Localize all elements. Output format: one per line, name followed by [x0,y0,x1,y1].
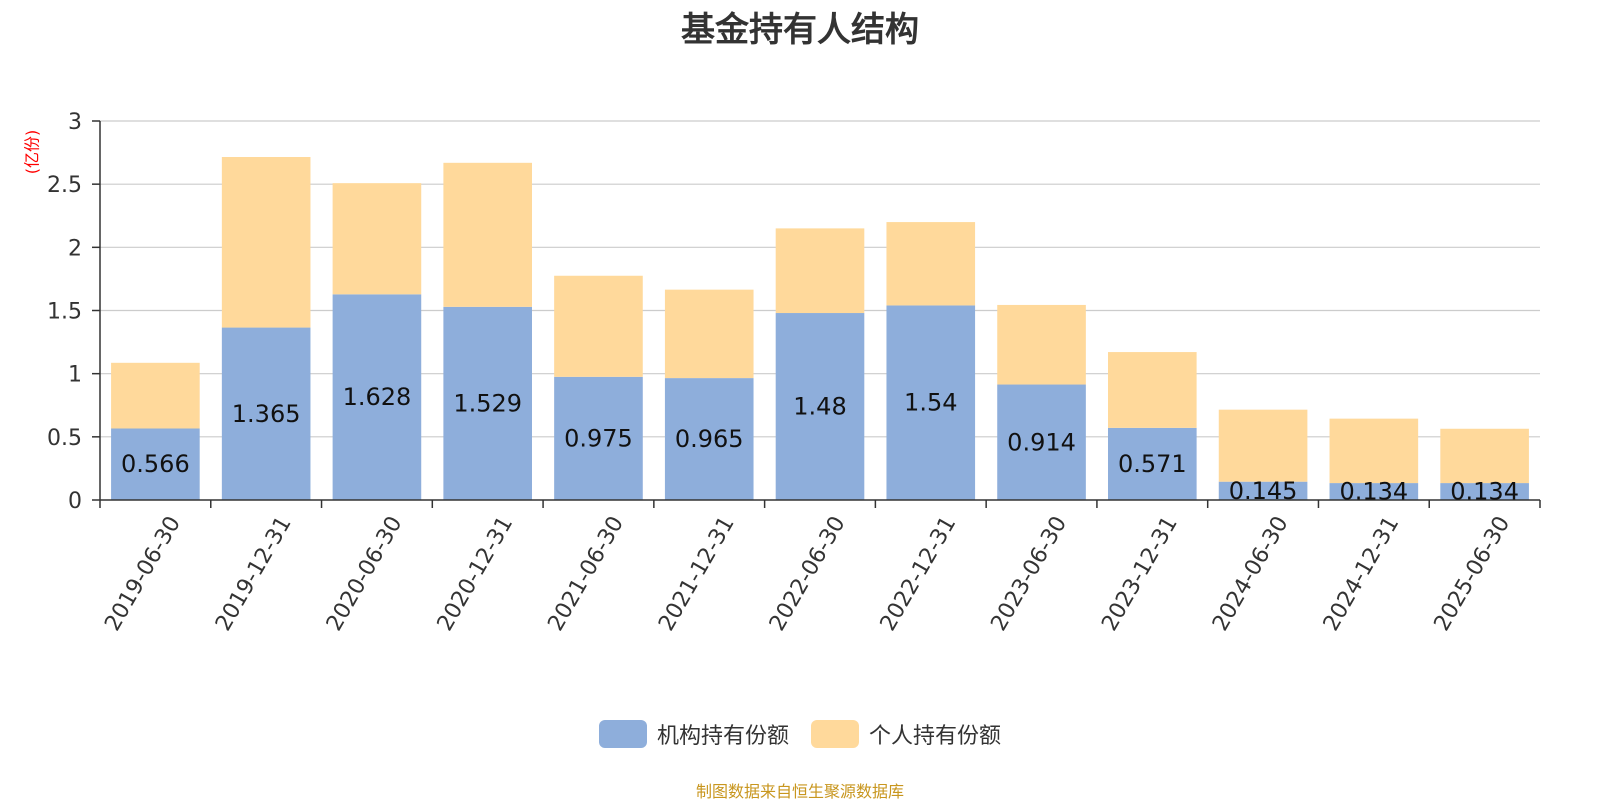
x-tick-label: 2025-06-30 [1430,512,1516,635]
legend-label-individual: 个人持有份额 [869,724,1002,749]
bar-individual [775,228,865,314]
bar-institutional [111,428,200,500]
bar-institutional [775,313,865,500]
bar-individual [886,222,976,306]
y-tick-label: 0 [68,489,82,514]
bar-individual [1218,409,1308,482]
x-tick-label: 2022-06-30 [765,512,851,635]
data-label: 0.134 [1339,478,1408,506]
bar-individual [221,157,311,328]
data-label: 0.975 [564,424,633,452]
y-tick-label: 2 [68,236,82,261]
bar-individual [664,289,754,379]
data-label: 1.54 [904,389,957,417]
legend-swatch-institutional [598,720,647,748]
x-tick-label: 2020-06-30 [322,512,408,635]
data-label: 0.566 [121,450,190,478]
x-tick-label: 2021-12-31 [654,512,740,635]
x-tick-label: 2024-06-30 [1208,512,1294,635]
bar-individual [1108,352,1197,428]
labels: 0.566 1.365 1.628 1.529 0.975 0.965 1.48 1.54 0.… [121,383,1519,505]
bar-institutional [664,378,754,500]
bar-individual [111,362,200,429]
stacked-bar-chart: 0 0.5 1 1.5 2 2.5 3 2019-06-30 2019-12-31 2020-06… [47,110,1541,635]
bar-institutional [1218,481,1308,500]
data-label: 0.965 [675,425,744,453]
bars [111,157,1529,500]
x-tick-label: 2022-12-31 [876,512,962,635]
bar-individual [997,304,1086,385]
y-tick-label: 0.5 [47,426,82,451]
x-tick-label: 2023-06-30 [986,512,1072,635]
y-tick-label: 1 [68,363,82,388]
legend-item-individual[interactable]: 个人持有份额 [811,718,1001,750]
data-label: 1.529 [453,389,522,417]
bar-individual [554,275,643,377]
bar-institutional [1440,483,1529,500]
legend-label-institutional: 机构持有份额 [656,724,789,749]
legend-swatch-individual [811,720,859,748]
x-tick-label: 2019-12-31 [211,512,297,635]
bar-individual [1329,418,1419,484]
bar-institutional [997,384,1086,500]
x-tick-label: 2020-12-31 [433,512,519,635]
x-tick-label: 2024-12-31 [1319,512,1405,635]
data-label: 1.48 [793,393,846,421]
legend: 机构持有份额 个人持有份额 [0,718,1600,750]
bar-individual [332,183,422,295]
source-note: 制图数据来自恒生聚源数据库 [695,782,904,801]
bar-institutional [886,305,976,500]
chart-title: 基金持有人结构 [681,10,919,50]
data-label: 0.134 [1450,478,1519,506]
bar-institutional [332,294,422,500]
data-label: 1.628 [343,383,412,411]
x-tick-label: 2019-06-30 [100,512,186,635]
legend-item-institutional[interactable]: 机构持有份额 [598,718,789,750]
y-tick-label: 2.5 [47,173,82,198]
y-tick-label: 3 [68,110,82,135]
bar-institutional [1108,427,1197,500]
data-label: 1.365 [232,400,301,428]
x-tick-label: 2021-06-30 [543,512,629,635]
data-label: 0.914 [1007,428,1076,456]
bar-institutional [221,327,311,500]
bar-institutional [1329,483,1419,500]
x-tick-label: 2023-12-31 [1097,512,1183,635]
bar-individual [443,162,532,307]
y-tick-label: 1.5 [47,300,82,325]
bar-individual [1440,428,1529,484]
bar-institutional [443,306,532,500]
bar-institutional [554,376,643,500]
data-label: 0.145 [1229,477,1298,505]
data-label: 0.571 [1118,450,1187,478]
